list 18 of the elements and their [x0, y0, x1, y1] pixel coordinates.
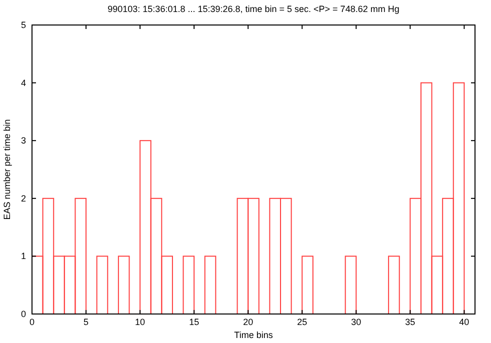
x-tick-label: 25 — [297, 317, 308, 327]
x-tick-label: 40 — [459, 317, 470, 327]
x-tick-label: 35 — [405, 317, 416, 327]
y-tick-label: 5 — [20, 20, 26, 30]
y-tick-label: 4 — [20, 78, 26, 88]
chart-title: 990103: 15:36:01.8 ... 15:39:26.8, time bin = 5 sec. <P> = 748.62 mm Hg — [108, 4, 400, 14]
x-tick-label: 5 — [84, 317, 89, 327]
y-tick-label: 2 — [20, 193, 26, 204]
x-tick-label: 10 — [135, 317, 146, 327]
y-tick-label: 1 — [20, 251, 26, 262]
x-tick-label: 15 — [189, 317, 200, 327]
x-tick-label: 30 — [351, 317, 362, 327]
y-tick-label: 0 — [20, 309, 26, 319]
x-tick-label: 0 — [29, 317, 35, 327]
x-tick-label: 20 — [243, 317, 254, 327]
x-axis-title: Time bins — [234, 330, 274, 340]
y-axis-title: EAS number per time bin — [2, 119, 12, 220]
y-tick-label: 3 — [20, 136, 26, 146]
